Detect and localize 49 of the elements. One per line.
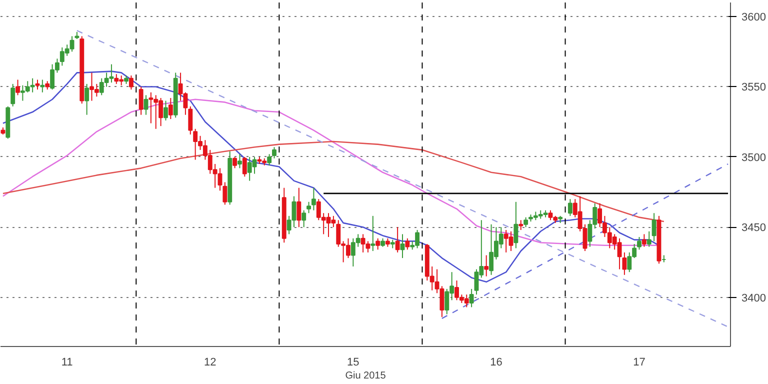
candlestick — [128, 75, 134, 90]
candlestick — [35, 79, 40, 90]
candlestick — [168, 97, 173, 120]
x-tick-label: 16 — [490, 356, 502, 368]
candlestick — [311, 187, 316, 211]
candlestick — [138, 86, 144, 116]
candlestick — [395, 226, 400, 253]
candlestick — [16, 79, 20, 96]
line-series — [2, 70, 660, 283]
candlestick — [400, 234, 405, 259]
x-tick-label: 11 — [61, 356, 73, 368]
candlestick — [622, 252, 627, 276]
candlestick — [652, 212, 656, 242]
line-series — [2, 140, 665, 222]
candlestick — [40, 79, 45, 93]
candlestick — [267, 154, 272, 166]
candlestick — [188, 106, 193, 135]
x-tick-label: 12 — [204, 356, 216, 368]
x-axis-title: Giu 2015 — [345, 370, 386, 382]
y-tick-label: 3550 — [742, 82, 766, 94]
candlestick — [637, 236, 642, 250]
x-tick-label: 15 — [347, 356, 360, 368]
candlestick — [524, 216, 528, 228]
candlestick — [646, 230, 652, 248]
y-tick-label: 3600 — [742, 12, 766, 24]
candlestick — [376, 238, 380, 250]
candlestick — [237, 154, 242, 169]
candlestick — [272, 146, 276, 159]
candlestick — [469, 288, 474, 308]
candlestick — [242, 156, 247, 178]
candlestick — [484, 254, 489, 277]
candlestick — [164, 100, 168, 121]
candlestick — [10, 83, 16, 107]
x-tick-label: 17 — [633, 356, 646, 368]
candlestick — [568, 198, 572, 216]
y-tick-label: 3400 — [742, 292, 766, 304]
candlestick — [514, 201, 518, 249]
y-tick-label: 3500 — [742, 152, 766, 164]
y-tick-label: 3450 — [742, 222, 766, 234]
candlestick — [370, 215, 376, 252]
candlestick — [222, 182, 228, 206]
candlestick — [306, 201, 312, 214]
candlestick — [84, 83, 90, 116]
candlestick — [642, 234, 646, 248]
candlestick — [296, 187, 302, 228]
candlestick — [518, 220, 524, 230]
candlestick — [302, 210, 306, 228]
candlestick — [405, 238, 410, 250]
candlestick — [232, 156, 238, 169]
